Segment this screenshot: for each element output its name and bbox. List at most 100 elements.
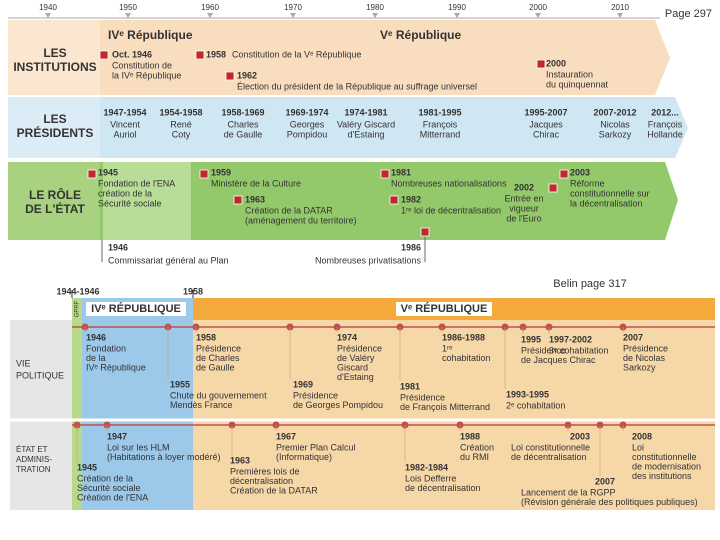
event-date: 1997-2002 <box>549 334 592 344</box>
event-text: Création de l'ENA <box>77 492 148 502</box>
event-marker <box>195 50 205 60</box>
event-text: Mendès France <box>170 400 233 410</box>
event-date: 1963 <box>245 194 265 204</box>
event-text: 1ʳᵉ <box>442 343 453 353</box>
president-name: d'Estaing <box>348 129 385 139</box>
president-years: 1981-1995 <box>418 107 461 117</box>
event-date: 1974 <box>337 332 357 342</box>
event-marker <box>559 169 569 179</box>
event-text: Loi <box>632 442 644 452</box>
event-text: de décentralisation <box>511 452 587 462</box>
event-date: 1945 <box>98 167 118 177</box>
event-marker <box>548 183 558 193</box>
event-text: (Habitations à loyer modéré) <box>107 452 221 462</box>
label-cell <box>8 20 100 95</box>
president-years: 1969-1974 <box>285 107 328 117</box>
event-date: 1995 <box>521 334 541 344</box>
period-date: 1944-1946 <box>56 286 99 296</box>
event-text: Loi sur les HLM <box>107 442 170 452</box>
label-cell <box>8 162 100 240</box>
event-date: 1958 <box>196 332 216 342</box>
decade-label: 1950 <box>119 3 137 12</box>
row-title: LES <box>43 112 66 126</box>
row-title: ADMINIS- <box>16 455 52 464</box>
president-name: René <box>170 119 192 129</box>
event-text: constitutionnelle sur <box>570 188 650 198</box>
event-text: Présidence <box>521 345 566 355</box>
event-marker <box>389 195 399 205</box>
president-name: Hollande <box>647 129 683 139</box>
event-text: 2ᵉ cohabitation <box>506 400 565 410</box>
event-date: 1982 <box>401 194 421 204</box>
decade-marker <box>290 13 296 18</box>
president-name: Auriol <box>113 129 136 139</box>
event-marker <box>233 195 243 205</box>
period-date: 1958 <box>183 286 203 296</box>
event-text: Présidence <box>337 343 382 353</box>
president-years: 1954-1958 <box>159 107 202 117</box>
label-cell <box>8 97 100 158</box>
event-date: 1986 <box>401 242 421 252</box>
event-text: Présidence <box>196 343 241 353</box>
president-years: 1995-2007 <box>524 107 567 117</box>
event-text: Giscard <box>337 362 368 372</box>
gprf-label: GPRF <box>75 300 81 317</box>
event-text: de Gaulle <box>196 362 235 372</box>
president-years: 2012... <box>651 107 679 117</box>
event-marker <box>225 71 235 81</box>
event-text: cohabitation <box>442 353 491 363</box>
event-text: Création de la <box>77 473 133 483</box>
event-date: Oct. 1946 <box>112 49 152 59</box>
event-text: Fondation <box>86 343 126 353</box>
event-text: Commissariat général au Plan <box>108 255 229 265</box>
decade-label: 1940 <box>39 3 57 12</box>
event-date: 1963 <box>230 455 250 465</box>
event-text: Lancement de la RGPP <box>521 487 616 497</box>
event-date: 1946 <box>108 242 128 252</box>
presidents-band <box>8 97 688 158</box>
event-date: 1988 <box>460 431 480 441</box>
event-text: la décentralisation <box>570 198 643 208</box>
event-text: Sarkozy <box>623 362 656 372</box>
event-text: Sécurité sociale <box>77 483 141 493</box>
event-text: vigueur <box>509 203 539 213</box>
event-text: Création <box>460 442 494 452</box>
event-date: 1969 <box>293 379 313 389</box>
period-label: IVᵉ République <box>108 28 193 42</box>
decade-marker <box>207 13 213 18</box>
decade-label: 2010 <box>611 3 629 12</box>
event-text: de Valéry <box>337 353 375 363</box>
event-text: Présidence <box>293 390 338 400</box>
event-date: 1967 <box>276 431 296 441</box>
label-column <box>10 320 72 510</box>
event-date: 1981 <box>400 381 420 391</box>
president-name: Vincent <box>110 119 140 129</box>
row-title: INSTITUTIONS <box>13 60 96 74</box>
president-name: Coty <box>172 129 191 139</box>
ive-label-box <box>86 302 186 316</box>
row-title: LES <box>43 46 66 60</box>
page-label: Belin page 317 <box>553 278 626 290</box>
event-date: 2003 <box>570 431 590 441</box>
event-text: Fondation de l'ENA <box>98 178 175 188</box>
event-date: 2008 <box>632 431 652 441</box>
event-text: Instauration <box>546 69 593 79</box>
president-name: Chirac <box>533 129 560 139</box>
decade-label: 1960 <box>201 3 219 12</box>
event-marker <box>199 169 209 179</box>
president-name: de Gaulle <box>224 129 263 139</box>
event-text: Premier Plan Calcul <box>276 442 356 452</box>
event-date: 1947 <box>107 431 127 441</box>
event-marker <box>99 50 109 60</box>
decade-label: 1980 <box>366 3 384 12</box>
event-date: 1962 <box>237 70 257 80</box>
event-text: (aménagement du territoire) <box>245 215 357 225</box>
event-text: de François Mitterrand <box>400 402 490 412</box>
event-text: Création de la DATAR <box>245 205 333 215</box>
president-name: Valéry Giscard <box>337 119 395 129</box>
decade-label: 1970 <box>284 3 302 12</box>
president-name: Charles <box>227 119 259 129</box>
row-title: VIE <box>16 358 31 368</box>
president-years: 1974-1981 <box>344 107 387 117</box>
event-text: de Nicolas <box>623 353 666 363</box>
